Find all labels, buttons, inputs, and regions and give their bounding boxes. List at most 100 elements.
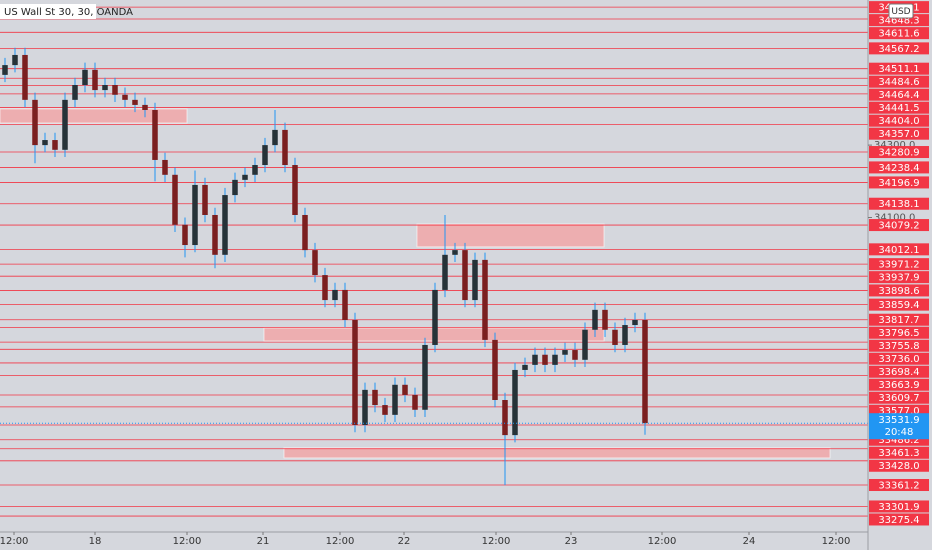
x-tick-label: 21 bbox=[257, 536, 270, 547]
level-label: 33898.6 bbox=[878, 286, 919, 297]
zone bbox=[0, 108, 188, 124]
candle-body bbox=[272, 129, 278, 146]
candle-body bbox=[112, 85, 118, 95]
x-tick-label: 12:00 bbox=[0, 536, 28, 547]
candle-body bbox=[472, 259, 478, 301]
level-label-box bbox=[869, 127, 929, 140]
level-label: 33698.4 bbox=[878, 367, 919, 378]
candle-body bbox=[132, 99, 138, 105]
candle-body bbox=[92, 69, 98, 91]
x-tick-label: 12:00 bbox=[173, 536, 202, 547]
level-label: 34196.9 bbox=[878, 178, 919, 189]
level-label-box bbox=[869, 27, 929, 40]
level-label-box bbox=[869, 176, 929, 189]
level-label-box bbox=[869, 339, 929, 352]
candle-body bbox=[32, 99, 38, 146]
level-label-box bbox=[869, 101, 929, 114]
candle-body bbox=[242, 174, 248, 180]
level-label-box bbox=[869, 62, 929, 75]
level-label-box bbox=[869, 42, 929, 55]
candle-body bbox=[72, 85, 78, 100]
x-tick-label: 12:00 bbox=[822, 536, 851, 547]
level-label-box bbox=[869, 391, 929, 404]
currency-badge[interactable] bbox=[888, 3, 914, 19]
level-label-box bbox=[869, 446, 929, 459]
candle-body bbox=[322, 275, 328, 301]
candle-body bbox=[572, 350, 578, 360]
candle-body bbox=[362, 389, 368, 425]
candle-body bbox=[552, 354, 558, 365]
level-label: 33755.8 bbox=[878, 341, 919, 352]
candle-body bbox=[432, 289, 438, 345]
level-label-box bbox=[869, 219, 929, 232]
title-box bbox=[0, 4, 96, 19]
price-axis: 34300.034100.034681.134648.334611.634567… bbox=[868, 1, 929, 526]
level-label: 33461.3 bbox=[878, 448, 919, 459]
candle-body bbox=[202, 184, 208, 215]
level-label-box bbox=[869, 313, 929, 326]
level-label: 34138.1 bbox=[878, 199, 919, 210]
y-tick-label: 34300.0 bbox=[874, 140, 915, 151]
level-label: 33361.2 bbox=[878, 481, 919, 492]
plot bbox=[0, 6, 868, 517]
level-label: 33937.9 bbox=[878, 273, 919, 284]
candle-body bbox=[192, 184, 198, 246]
level-label: 34567.2 bbox=[878, 44, 919, 55]
level-label: 34648.3 bbox=[878, 16, 919, 27]
level-label-box bbox=[869, 513, 929, 526]
countdown: 20:48 bbox=[885, 427, 914, 438]
x-tick-label: 12:00 bbox=[482, 536, 511, 547]
level-label-box bbox=[869, 114, 929, 127]
level-label: 33486.2 bbox=[878, 435, 919, 446]
candle-body bbox=[262, 145, 268, 166]
level-label: 33817.7 bbox=[878, 315, 919, 326]
level-label: 33663.9 bbox=[878, 380, 919, 391]
level-label: 34280.9 bbox=[878, 148, 919, 159]
candle-body bbox=[102, 85, 108, 91]
chart-title: US Wall St 30, 30, OANDA bbox=[4, 7, 133, 18]
candle-body bbox=[372, 389, 378, 406]
candle-body bbox=[352, 319, 358, 425]
candle-body bbox=[82, 69, 88, 86]
candle-body bbox=[562, 350, 568, 355]
level-label-box bbox=[869, 500, 929, 513]
level-label-box bbox=[869, 284, 929, 297]
level-label: 34079.2 bbox=[878, 221, 919, 232]
candle-body bbox=[422, 344, 428, 410]
candle-body bbox=[232, 179, 238, 196]
candle-body bbox=[612, 329, 618, 345]
candle-body bbox=[42, 140, 48, 146]
candle-body bbox=[312, 250, 318, 276]
candle-body bbox=[602, 309, 608, 330]
x-tick-label: 12:00 bbox=[648, 536, 677, 547]
y-tick-label: 34100.0 bbox=[874, 213, 915, 224]
level-label-box bbox=[869, 197, 929, 210]
last-price: 33531.9 bbox=[878, 415, 919, 426]
currency[interactable]: USD bbox=[891, 7, 910, 17]
candle-body bbox=[182, 224, 188, 246]
candle-body bbox=[442, 254, 448, 290]
level-label: 34012.1 bbox=[878, 245, 919, 256]
candle-body bbox=[642, 319, 648, 424]
level-label: 34441.5 bbox=[878, 103, 919, 114]
level-label-box bbox=[869, 352, 929, 365]
level-label-box bbox=[869, 271, 929, 284]
zone bbox=[283, 447, 831, 459]
level-label: 34404.0 bbox=[878, 116, 919, 127]
candle-body bbox=[222, 195, 228, 255]
candle-body bbox=[52, 140, 58, 150]
level-label: 34238.4 bbox=[878, 163, 919, 174]
candle-body bbox=[292, 165, 298, 215]
candle-body bbox=[122, 94, 128, 100]
level-label: 33301.9 bbox=[878, 502, 919, 513]
level-label: 33609.7 bbox=[878, 393, 919, 404]
level-label: 33577.0 bbox=[878, 406, 919, 417]
level-label: 33971.2 bbox=[878, 260, 919, 271]
x-tick-label: 23 bbox=[565, 536, 578, 547]
candle-body bbox=[462, 250, 468, 301]
level-label-box bbox=[869, 459, 929, 472]
level-label: 34484.6 bbox=[878, 77, 919, 88]
candle-body bbox=[12, 54, 18, 66]
candle-body bbox=[62, 99, 68, 150]
